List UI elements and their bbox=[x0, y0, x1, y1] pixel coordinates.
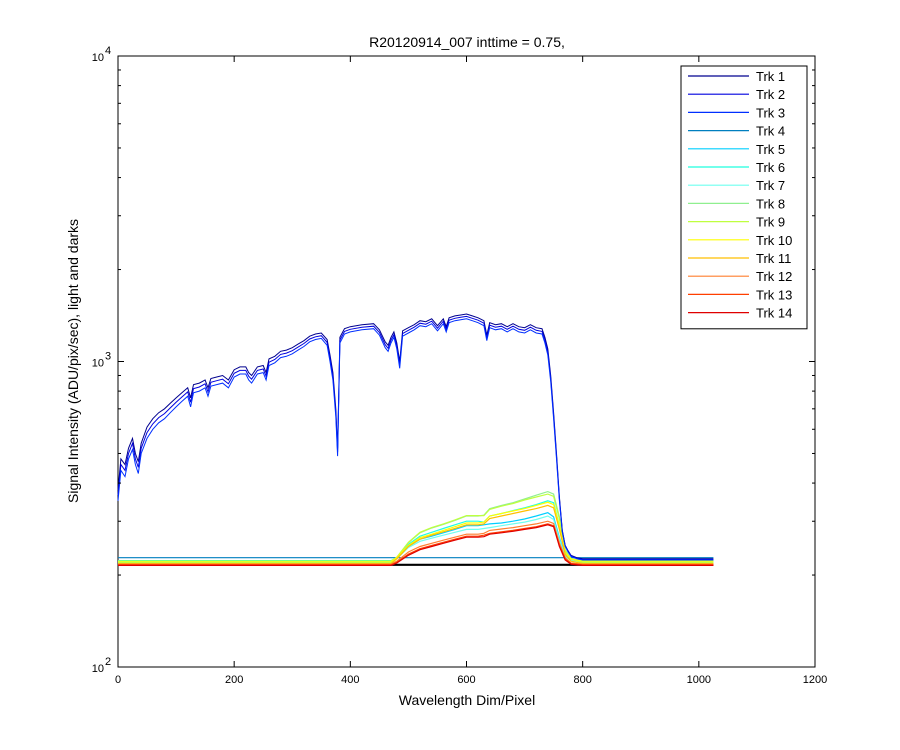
legend-label: Trk 11 bbox=[756, 251, 791, 266]
y-tick-label: 10 bbox=[92, 52, 104, 64]
legend-label: Trk 3 bbox=[756, 105, 785, 120]
series-line-trk-9 bbox=[118, 493, 714, 563]
legend-label: Trk 12 bbox=[756, 269, 792, 284]
legend-label: Trk 8 bbox=[756, 196, 785, 211]
legend-label: Trk 6 bbox=[756, 160, 785, 175]
series-line-trk-2 bbox=[117, 315, 714, 560]
y-axis-title: Signal Intensity (ADU/pix/sec), light an… bbox=[65, 219, 81, 503]
x-tick-label: 600 bbox=[457, 674, 475, 686]
series-line-trk-1 bbox=[117, 313, 714, 560]
y-tick-exponent: 2 bbox=[105, 656, 111, 668]
series-line-trk-10 bbox=[118, 501, 714, 562]
x-tick-label: 800 bbox=[573, 674, 591, 686]
chart-title: R20120914_007 inttime = 0.75, bbox=[369, 34, 565, 50]
y-tick-label: 10 bbox=[92, 663, 104, 675]
legend-label: Trk 5 bbox=[756, 142, 785, 157]
legend-label: Trk 7 bbox=[756, 178, 785, 193]
legend: Trk 1 Trk 2 Trk 3 Trk 4 Trk 5 Trk 6 Trk 7 Trk 8… bbox=[680, 65, 808, 330]
legend-label: Trk 14 bbox=[756, 306, 792, 321]
legend-box bbox=[680, 65, 808, 330]
legend-label: Trk 2 bbox=[756, 87, 785, 102]
y-tick-exponent: 3 bbox=[105, 351, 111, 363]
legend-label: Trk 1 bbox=[756, 69, 785, 84]
x-tick-label: 1000 bbox=[687, 674, 711, 686]
series-line-trk-13 bbox=[118, 523, 714, 566]
series-layer bbox=[117, 313, 714, 566]
x-tick-label: 1200 bbox=[803, 674, 827, 686]
y-tick-exponent: 4 bbox=[105, 45, 111, 57]
x-tick-label: 400 bbox=[341, 674, 359, 686]
legend-label: Trk 13 bbox=[756, 287, 792, 302]
legend-label: Trk 4 bbox=[756, 124, 785, 139]
x-tick-label: 200 bbox=[225, 674, 243, 686]
series-line-trk-14 bbox=[118, 524, 714, 566]
x-axis-title: Wavelength Dim/Pixel bbox=[399, 692, 535, 708]
x-tick-label: 0 bbox=[115, 674, 121, 686]
series-line-trk-3 bbox=[117, 318, 714, 561]
series-line-trk-11 bbox=[118, 504, 714, 565]
legend-label: Trk 10 bbox=[756, 233, 792, 248]
legend-label: Trk 9 bbox=[756, 215, 785, 230]
y-tick-label: 10 bbox=[92, 358, 104, 370]
